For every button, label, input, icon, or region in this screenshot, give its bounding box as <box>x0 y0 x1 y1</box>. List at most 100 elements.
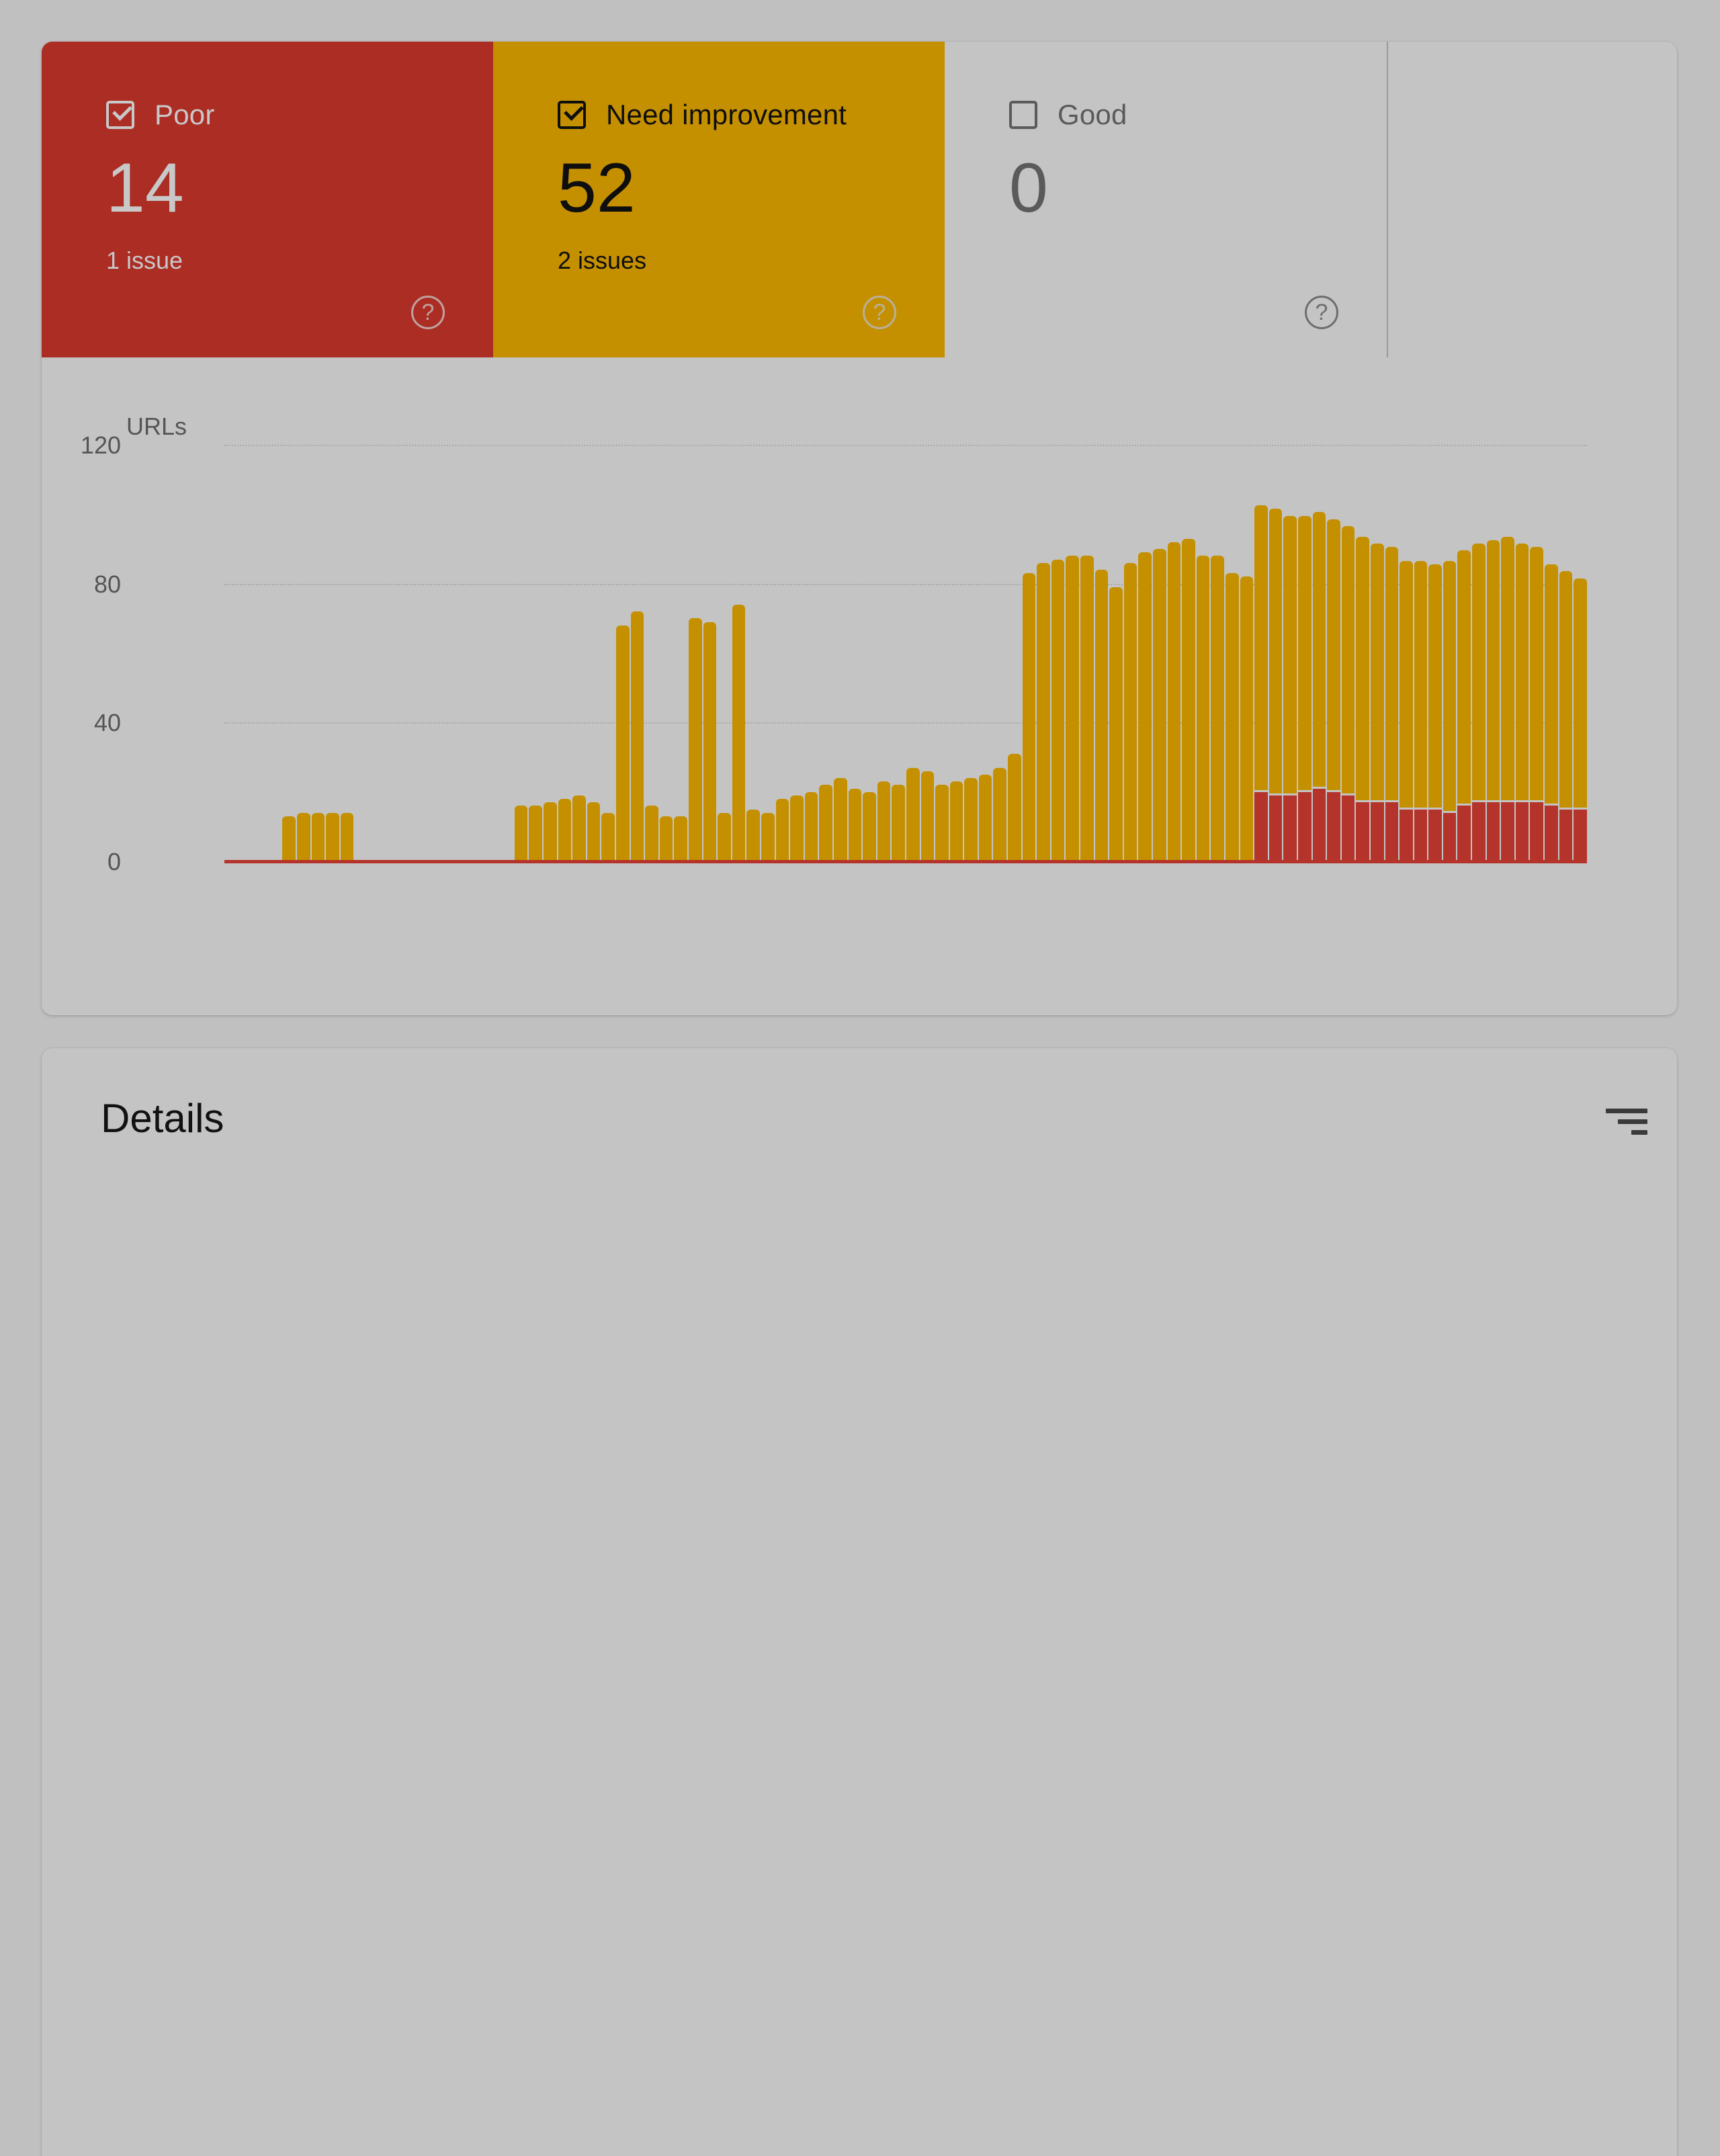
chart-bar[interactable] <box>572 795 586 861</box>
chart-bar[interactable] <box>558 799 572 861</box>
chart-bar[interactable] <box>296 812 310 861</box>
chart-bar[interactable] <box>949 781 963 861</box>
checkbox-good[interactable] <box>1009 101 1037 129</box>
chart-bar[interactable] <box>1022 573 1036 861</box>
chart-bar[interactable] <box>1196 556 1210 861</box>
chart-bar[interactable] <box>746 809 760 861</box>
chart-bar[interactable] <box>1211 556 1224 861</box>
chart-bar[interactable] <box>833 778 847 861</box>
chart-bar[interactable] <box>616 625 630 861</box>
chart-bar[interactable] <box>544 802 557 861</box>
chart-bar[interactable] <box>1370 543 1384 861</box>
chart-bar-segment-poor <box>1530 802 1544 861</box>
chart-bar[interactable] <box>1515 543 1529 861</box>
chart-bars[interactable] <box>224 445 1587 861</box>
help-icon-good[interactable]: ? <box>1305 296 1338 329</box>
chart-bar[interactable] <box>1094 570 1109 861</box>
chart-bar[interactable] <box>1123 562 1137 861</box>
chart-bar[interactable] <box>1327 519 1340 861</box>
chart-bar[interactable] <box>311 812 325 861</box>
chart-bar[interactable] <box>732 604 746 861</box>
chart-bar[interactable] <box>674 816 687 861</box>
chart-bar[interactable] <box>1268 509 1283 861</box>
chart-bar[interactable] <box>689 618 702 861</box>
chart-bar[interactable] <box>514 806 528 861</box>
chart-bar[interactable] <box>848 788 862 861</box>
chart-bar[interactable] <box>1501 536 1514 861</box>
chart-bar[interactable] <box>819 785 832 861</box>
chart-bar[interactable] <box>775 799 789 861</box>
chart-bar[interactable] <box>1574 578 1587 861</box>
chart-bar-segment-need-improvement <box>1153 549 1166 861</box>
help-icon-need-improvement[interactable]: ? <box>863 296 896 329</box>
chart-bar[interactable] <box>1559 571 1573 861</box>
chart-bar[interactable] <box>964 778 978 861</box>
chart-bar-segment-poor <box>1356 802 1369 861</box>
chart-bar[interactable] <box>282 816 296 861</box>
chart-bar[interactable] <box>920 771 935 861</box>
filter-icon[interactable] <box>1606 1109 1647 1138</box>
chart-bar[interactable] <box>1530 547 1544 861</box>
chart-bar[interactable] <box>863 791 876 861</box>
chart-bar[interactable] <box>892 785 905 861</box>
chart-bar[interactable] <box>703 621 717 861</box>
chart-bar[interactable] <box>1283 515 1297 861</box>
checkbox-need-improvement[interactable] <box>558 101 586 129</box>
chart-bar[interactable] <box>1297 515 1312 861</box>
chart-bar[interactable] <box>1037 562 1050 861</box>
chart-bar[interactable] <box>1486 540 1500 861</box>
chart-bar[interactable] <box>1225 573 1239 861</box>
chart-bar[interactable] <box>529 806 543 861</box>
chart-bar[interactable] <box>1312 512 1326 861</box>
chart-bar[interactable] <box>1254 505 1268 861</box>
chart-bar-segment-poor <box>1443 812 1457 861</box>
chart-bar[interactable] <box>1080 556 1094 861</box>
chart-bar[interactable] <box>935 785 949 861</box>
summary-tile-need-improvement-label: Need improvement <box>606 99 847 130</box>
chart-bar[interactable] <box>1414 560 1428 861</box>
chart-bar[interactable] <box>1008 753 1021 861</box>
chart-bar[interactable] <box>1182 538 1195 861</box>
chart-bar-segment-need-improvement <box>1066 556 1080 861</box>
chart-bar[interactable] <box>906 767 920 861</box>
chart-bar[interactable] <box>587 802 601 861</box>
chart-bar[interactable] <box>1109 587 1123 861</box>
chart-bar[interactable] <box>877 781 891 861</box>
chart-bar[interactable] <box>761 812 775 861</box>
chart-bar[interactable] <box>993 767 1007 861</box>
chart-bar-segment-need-improvement <box>1428 564 1442 808</box>
chart-bar[interactable] <box>659 816 673 861</box>
chart-bar[interactable] <box>630 611 644 861</box>
chart-bar[interactable] <box>1240 576 1254 861</box>
chart-bar[interactable] <box>1341 526 1355 861</box>
chart-bar[interactable] <box>804 791 818 861</box>
chart-bar[interactable] <box>790 795 804 861</box>
chart-bar[interactable] <box>645 806 658 861</box>
chart-bar[interactable] <box>1051 559 1065 861</box>
chart-bar[interactable] <box>1356 536 1369 861</box>
chart-bar[interactable] <box>978 774 992 861</box>
chart-bar[interactable] <box>1066 556 1080 861</box>
chart-bar[interactable] <box>1138 552 1152 861</box>
chart-bar-segment-need-improvement <box>1022 573 1036 861</box>
summary-tile-need-improvement[interactable]: Need improvement 52 2 issues ? <box>493 42 945 357</box>
chart-bar[interactable] <box>1385 547 1399 861</box>
chart-bar[interactable] <box>1443 560 1457 861</box>
chart-bar[interactable] <box>1153 549 1166 861</box>
chart-bar[interactable] <box>1428 564 1442 861</box>
chart-bar[interactable] <box>1545 564 1558 861</box>
summary-tile-poor[interactable]: Poor 14 1 issue ? <box>42 42 493 357</box>
checkbox-poor[interactable] <box>106 101 134 129</box>
chart-bar[interactable] <box>1457 550 1471 861</box>
help-icon-poor[interactable]: ? <box>411 296 445 329</box>
chart-bar[interactable] <box>340 812 354 861</box>
chart-bar-segment-need-improvement <box>863 791 876 861</box>
chart-bar[interactable] <box>1167 542 1181 861</box>
chart-bar[interactable] <box>326 812 339 861</box>
chart-bar[interactable] <box>718 812 731 861</box>
chart-bar[interactable] <box>1400 560 1413 861</box>
chart-bar[interactable] <box>1472 543 1486 861</box>
chart-bar[interactable] <box>601 812 615 861</box>
summary-tile-good[interactable]: Good 0 ? <box>945 42 1388 357</box>
